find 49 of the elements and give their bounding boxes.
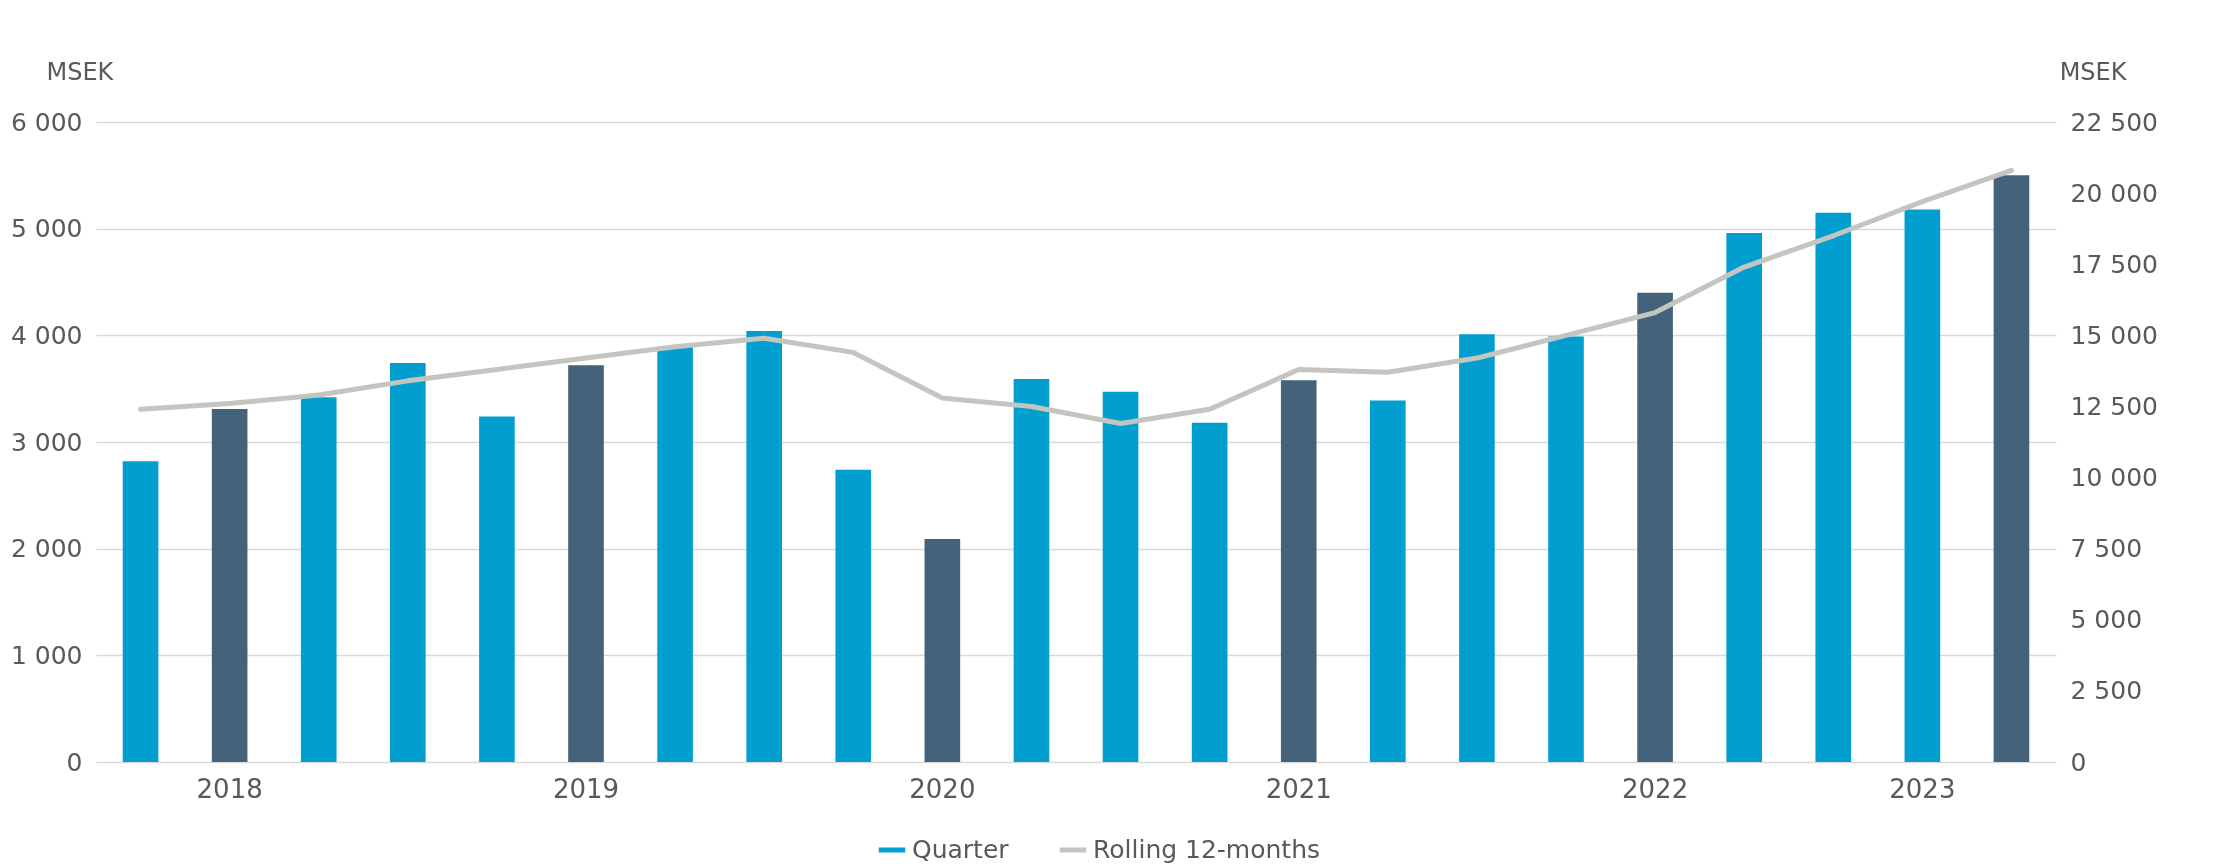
y2-tick-label: 17 500 — [2070, 249, 2158, 279]
y-tick-label: 1 000 — [10, 640, 83, 670]
bar — [835, 469, 872, 762]
x-tick-label: 2019 — [552, 773, 620, 804]
y-tick-label: 6 000 — [10, 107, 83, 137]
y2-tick-label: 12 500 — [2070, 391, 2158, 421]
bar — [1191, 422, 1228, 762]
bar — [1815, 212, 1852, 762]
y-axis-title: MSEK — [46, 57, 115, 86]
y2-tick-label: 15 000 — [2070, 320, 2158, 350]
bar — [1102, 391, 1139, 762]
y2-tick-label: 20 000 — [2070, 178, 2158, 208]
legend-label: Rolling 12-months — [1093, 835, 1321, 864]
bar — [390, 363, 426, 762]
bar — [746, 331, 782, 762]
y-tick-label: 4 000 — [10, 320, 83, 350]
bar — [657, 347, 693, 762]
x-tick-label: 2023 — [1889, 773, 1956, 804]
y2-tick-label: 5 000 — [2070, 605, 2143, 635]
x-tick-label: 2021 — [1265, 773, 1332, 804]
bar — [1370, 400, 1406, 762]
x-tick-label: 2020 — [909, 773, 976, 804]
y-tick-label: 5 000 — [10, 214, 83, 244]
bar — [568, 365, 604, 762]
bar — [1993, 175, 2030, 762]
y-tick-label: 3 000 — [10, 427, 83, 457]
bar — [1726, 232, 1762, 762]
y2-tick-label: 22 500 — [2070, 107, 2158, 137]
y2-tick-label: 2 500 — [2070, 676, 2143, 706]
x-tick-label: 2018 — [196, 773, 263, 804]
y2-tick-label: 0 — [2070, 747, 2087, 777]
y2-tick-label: 7 500 — [2070, 534, 2143, 564]
bar — [122, 461, 159, 762]
bar — [479, 416, 515, 762]
bar — [1013, 379, 1050, 762]
bar — [924, 539, 961, 762]
bar — [1637, 292, 1673, 762]
bar — [211, 408, 248, 762]
y-tick-label: 2 000 — [10, 534, 83, 564]
legend-label: Quarter — [912, 835, 1010, 864]
y2-tick-label: 10 000 — [2070, 463, 2158, 493]
x-tick-label: 2022 — [1622, 773, 1689, 804]
bar — [1548, 336, 1584, 762]
y-tick-label: 0 — [66, 747, 83, 777]
y2-axis-title: MSEK — [2059, 57, 2128, 86]
bar — [1459, 334, 1495, 762]
bar — [300, 397, 337, 762]
bar — [1280, 380, 1317, 762]
bar — [1904, 209, 1941, 762]
